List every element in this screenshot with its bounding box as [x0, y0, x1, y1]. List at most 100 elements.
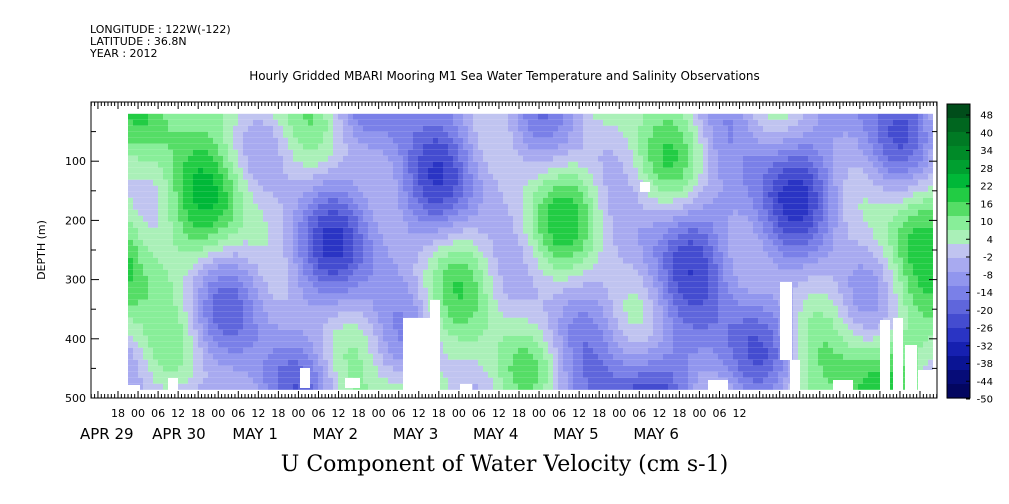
heat-cell [153, 209, 158, 216]
heat-cell [203, 275, 208, 282]
heat-cell [388, 209, 393, 216]
heat-cell [168, 257, 173, 264]
heat-cell [588, 155, 593, 162]
heat-cell [498, 155, 503, 162]
heat-cell [598, 377, 603, 384]
heat-cell [238, 257, 243, 264]
heat-cell [268, 161, 273, 168]
heat-cell [458, 323, 463, 330]
heat-cell [523, 221, 528, 228]
heat-cell [253, 209, 258, 216]
heat-cell [363, 257, 368, 264]
heat-cell [193, 311, 198, 318]
heat-cell [263, 323, 268, 330]
heat-cell [288, 365, 293, 372]
heat-cell [313, 167, 318, 174]
heat-cell [378, 233, 383, 240]
heat-cell [263, 359, 268, 366]
heat-cell [298, 311, 303, 318]
heat-cell [578, 119, 583, 126]
heat-cell [488, 161, 493, 168]
heat-cell [668, 119, 673, 126]
heat-cell [578, 347, 583, 354]
heat-cell [423, 281, 428, 288]
heat-cell [328, 149, 333, 156]
heat-cell [503, 155, 508, 162]
heat-cell [363, 215, 368, 222]
heat-cell [343, 179, 348, 186]
heat-cell [183, 263, 188, 270]
heat-cell [478, 329, 483, 336]
heat-cell [583, 299, 588, 306]
heat-cell [668, 143, 673, 150]
heat-cell [443, 263, 448, 270]
heat-cell [333, 365, 338, 372]
heat-cell [273, 293, 278, 300]
heat-cell [298, 323, 303, 330]
heat-cell [153, 263, 158, 270]
heat-cell [638, 299, 643, 306]
heat-cell [223, 143, 228, 150]
heat-cell [343, 365, 348, 372]
heat-cell [278, 155, 283, 162]
heat-cell [543, 257, 548, 264]
heat-cell [338, 203, 343, 210]
heat-cell [523, 143, 528, 150]
heat-cell [278, 203, 283, 210]
heat-cell [503, 179, 508, 186]
heat-cell [258, 119, 263, 126]
heat-cell [438, 371, 443, 378]
heat-cell [128, 245, 133, 252]
heat-cell [503, 329, 508, 336]
heat-cell [173, 227, 178, 234]
heat-cell [178, 197, 183, 204]
heat-cell [578, 125, 583, 132]
heat-cell [493, 131, 498, 138]
heat-cell [163, 191, 168, 198]
heat-cell [573, 113, 578, 120]
heat-cell [133, 317, 138, 324]
heat-cell [198, 233, 203, 240]
heat-cell [303, 173, 308, 180]
heat-cell [578, 365, 583, 372]
heat-cell [183, 353, 188, 360]
heat-cell [183, 305, 188, 312]
heat-cell [198, 365, 203, 372]
heat-cell [128, 329, 133, 336]
heat-cell [573, 311, 578, 318]
heat-cell [658, 143, 663, 150]
heat-cell [508, 239, 513, 246]
heat-cell [183, 341, 188, 348]
heat-cell [343, 221, 348, 228]
heat-cell [513, 377, 518, 384]
heat-cell [143, 293, 148, 300]
heat-cell [273, 221, 278, 228]
heat-cell [233, 263, 238, 270]
heat-cell [663, 221, 668, 228]
heat-cell [488, 149, 493, 156]
heat-cell [448, 149, 453, 156]
heat-cell [633, 341, 638, 348]
heat-cell [198, 125, 203, 132]
heat-cell [418, 125, 423, 132]
heat-cell [348, 155, 353, 162]
heat-cell [503, 197, 508, 204]
heat-cell [143, 185, 148, 192]
heat-cell [198, 317, 203, 324]
heat-cell [473, 305, 478, 312]
heat-cell [648, 215, 653, 222]
heat-cell [393, 287, 398, 294]
heat-cell [238, 377, 243, 384]
heat-cell [368, 287, 373, 294]
heat-cell [608, 365, 613, 372]
heat-cell [168, 275, 173, 282]
heat-cell [128, 143, 133, 150]
heat-cell [598, 221, 603, 228]
heat-cell [153, 269, 158, 276]
heat-cell [463, 293, 468, 300]
heat-cell [593, 281, 598, 288]
heat-cell [243, 173, 248, 180]
heat-cell [578, 317, 583, 324]
heat-cell [603, 227, 608, 234]
heat-cell [503, 299, 508, 306]
